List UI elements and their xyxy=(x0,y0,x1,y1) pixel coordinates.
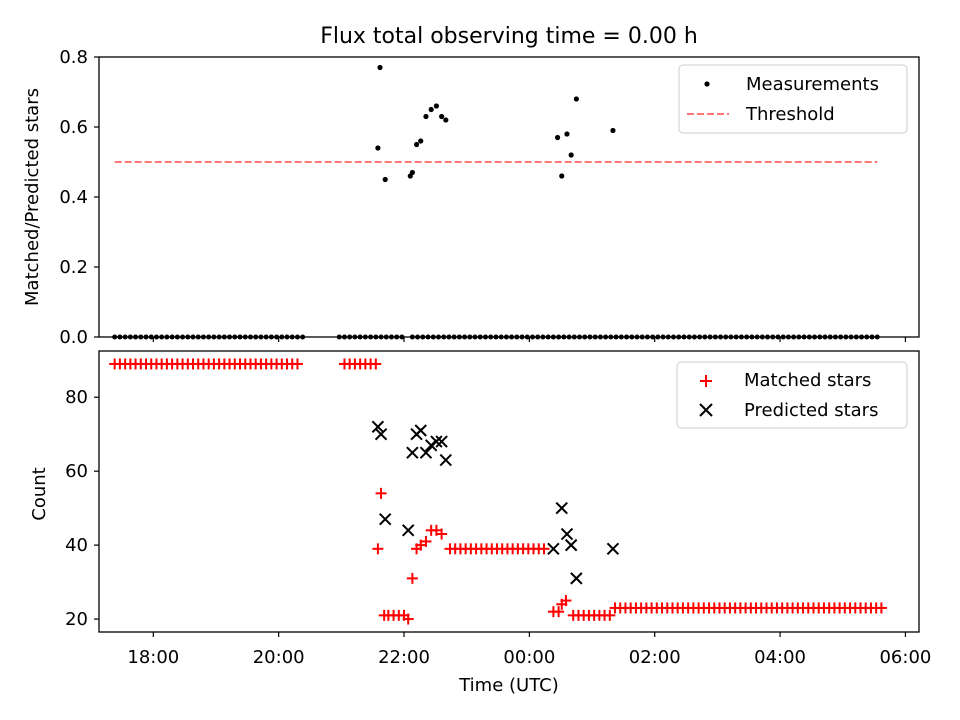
x-axis-label: Time (UTC) xyxy=(458,675,559,696)
matched-star-point xyxy=(436,528,448,540)
top-panel-data xyxy=(112,64,880,340)
x-tick-label: 06:00 xyxy=(879,647,931,668)
predicted-star-point xyxy=(555,501,568,515)
predicted-star-point xyxy=(547,542,560,556)
y-tick-label: 0.2 xyxy=(59,257,88,278)
matched-star-point xyxy=(372,543,384,555)
bottom-panel: 20 40 60 80 18:00 20:00 22:00 00:00 02:00 04:00 0… xyxy=(29,350,931,696)
bottom-y-axis: 20 40 60 80 xyxy=(65,387,99,630)
bottom-legend-box xyxy=(676,361,908,429)
matched-star-point xyxy=(420,535,432,547)
measurement-point xyxy=(610,127,616,134)
predicted-star-point xyxy=(570,572,583,585)
measurement-point xyxy=(428,106,434,113)
x-tick-label: 02:00 xyxy=(629,647,681,668)
matched-star-point xyxy=(604,609,616,621)
predicted-star-point xyxy=(439,453,453,467)
legend-predicted-marker xyxy=(699,403,713,417)
predicted-star-point xyxy=(430,435,443,448)
predicted-star-point xyxy=(374,427,388,441)
legend-measurements-marker xyxy=(704,81,710,87)
chart-title: Flux total observing time = 0.00 h xyxy=(320,24,698,49)
matched-star-point xyxy=(406,572,418,584)
bottom-panel-frame xyxy=(98,350,920,633)
top-legend-box xyxy=(678,64,908,134)
matched-star-point xyxy=(567,609,579,621)
y-tick-label: 0.0 xyxy=(59,327,88,348)
x-tick-label: 00:00 xyxy=(503,647,555,668)
x-tick-label: 18:00 xyxy=(127,647,179,668)
legend-threshold-label: Threshold xyxy=(745,104,835,125)
bottom-x-axis: 18:00 20:00 22:00 00:00 02:00 04:00 06:00 xyxy=(127,632,931,668)
measurement-point xyxy=(423,113,429,120)
legend-predicted-label: Predicted stars xyxy=(744,400,878,421)
measurement-point xyxy=(418,138,424,144)
y-tick-label: 0.8 xyxy=(59,47,88,68)
matched-star-point xyxy=(553,606,565,618)
measurement-point xyxy=(382,176,388,183)
top-panel: 0.00.20.40.60.8 Matched/Predicted stars … xyxy=(22,47,920,348)
predicted-star-point xyxy=(371,420,385,434)
predicted-star-point xyxy=(401,524,415,537)
measurement-point xyxy=(443,117,449,123)
x-tick-label: 20:00 xyxy=(253,647,305,668)
measurement-point xyxy=(568,152,574,158)
measurement-point xyxy=(409,169,415,176)
measurement-point xyxy=(554,134,561,141)
measurement-point xyxy=(564,131,570,137)
measurement-point xyxy=(439,113,445,120)
matched-star-point xyxy=(560,595,572,607)
matched-star-point xyxy=(291,358,303,370)
matched-star-point xyxy=(378,609,390,621)
predicted-star-point xyxy=(435,435,448,448)
predicted-star-point xyxy=(406,446,419,459)
matched-star-point xyxy=(370,358,382,370)
top-x-axis xyxy=(152,337,907,342)
bottom-legend: Matched stars Predicted stars xyxy=(676,361,908,429)
predicted-star-point xyxy=(424,439,438,452)
legend-matched-marker xyxy=(700,375,712,387)
measurement-point xyxy=(433,103,440,109)
predicted-star-point xyxy=(414,424,427,437)
predicted-star-point xyxy=(560,527,574,541)
y-tick-label: 60 xyxy=(65,461,88,482)
y-tick-label: 0.4 xyxy=(59,187,88,208)
top-y-axis: 0.0 0.2 0.4 0.6 0.8 xyxy=(59,47,99,348)
y-tick-label: 20 xyxy=(65,609,88,630)
top-legend: Measurements Threshold xyxy=(678,64,908,134)
measurement-point xyxy=(375,145,381,151)
measurement-point xyxy=(559,173,565,179)
top-y-axis-label: Matched/Predicted stars xyxy=(22,88,43,306)
y-tick-label: 40 xyxy=(65,535,88,556)
measurement-point xyxy=(573,96,579,102)
predicted-star-point xyxy=(379,513,392,526)
legend-measurements-label: Measurements xyxy=(746,74,879,95)
legend-matched-label: Matched stars xyxy=(744,370,871,391)
x-tick-label: 04:00 xyxy=(754,647,806,668)
bottom-panel-data xyxy=(109,358,887,625)
measurement-point xyxy=(377,64,383,71)
y-tick-label: 80 xyxy=(65,387,88,408)
matched-star-point xyxy=(875,602,887,614)
predicted-star-point xyxy=(419,446,433,459)
bottom-y-axis-label: Count xyxy=(29,467,50,520)
matched-star-point xyxy=(375,487,387,499)
predicted-star-point xyxy=(606,542,620,556)
measurement-point xyxy=(413,141,420,148)
predicted-star-point xyxy=(564,538,578,552)
x-tick-label: 22:00 xyxy=(378,647,430,668)
y-tick-label: 0.6 xyxy=(59,117,88,138)
matched-star-point xyxy=(402,613,414,625)
matched-star-point xyxy=(538,543,550,555)
